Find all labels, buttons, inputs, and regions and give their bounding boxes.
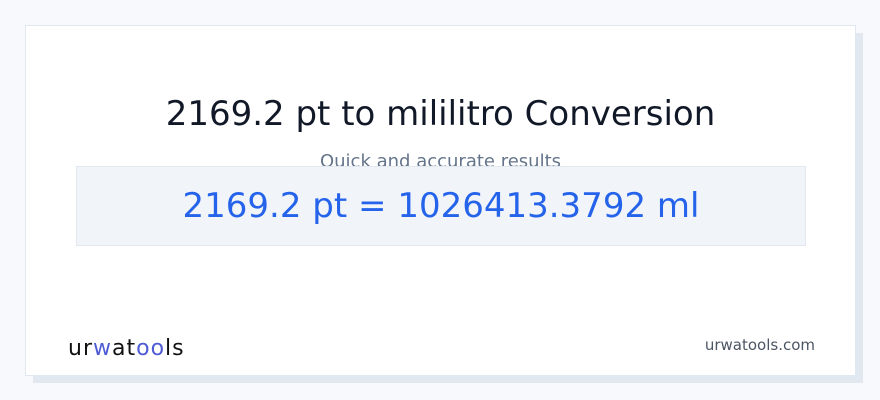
- conversion-card: 2169.2 pt to mililitro Conversion Quick …: [25, 25, 856, 376]
- result-text: 2169.2 pt = 1026413.3792 ml: [182, 186, 700, 226]
- result-box: 2169.2 pt = 1026413.3792 ml: [76, 166, 806, 246]
- urwatools-logo: urwatools: [68, 336, 185, 361]
- site-url: urwatools.com: [704, 336, 815, 354]
- page-title: 2169.2 pt to mililitro Conversion: [165, 94, 716, 134]
